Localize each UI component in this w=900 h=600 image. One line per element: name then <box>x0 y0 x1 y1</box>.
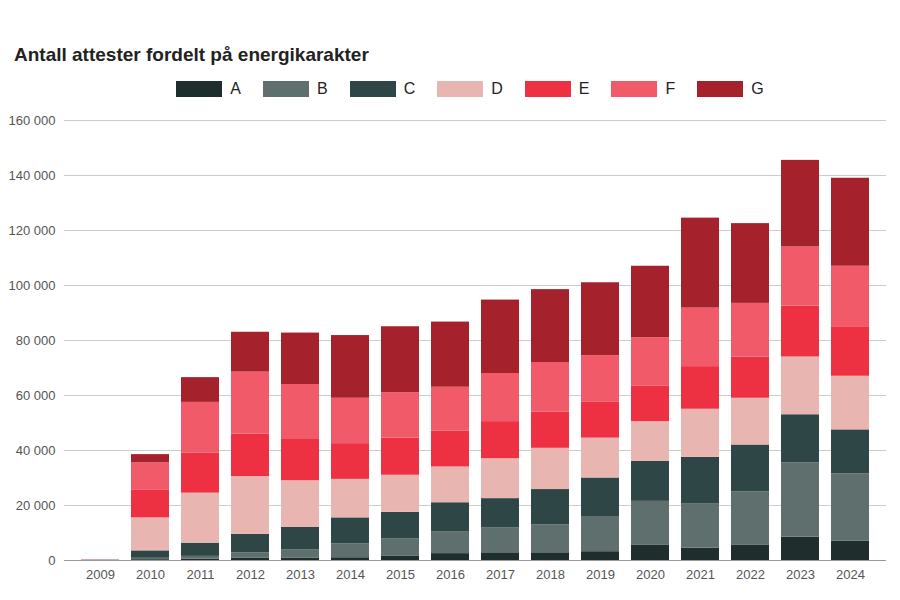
svg-text:0: 0 <box>48 553 55 568</box>
svg-text:100 000: 100 000 <box>9 278 56 293</box>
svg-text:2021: 2021 <box>686 567 715 582</box>
html-text:C: C <box>403 80 416 97</box>
svg-text:140 000: 140 000 <box>9 168 56 183</box>
svg-text:2015: 2015 <box>386 567 415 582</box>
svg-text:2011: 2011 <box>187 567 215 582</box>
svg-text:2022: 2022 <box>736 567 765 582</box>
svg-text:2010: 2010 <box>136 567 165 582</box>
svg-text:60 000: 60 000 <box>16 388 56 403</box>
svg-text:2018: 2018 <box>536 567 565 582</box>
html-text:E: E <box>578 80 590 97</box>
html-text:F: F <box>665 80 676 97</box>
svg-text:2023: 2023 <box>786 567 815 582</box>
html-text:D: D <box>491 80 503 97</box>
svg-text:80 000: 80 000 <box>16 333 56 348</box>
svg-text:40 000: 40 000 <box>16 443 56 458</box>
svg-text:2009: 2009 <box>86 567 115 582</box>
html-text:B: B <box>317 80 328 97</box>
svg-text:2024: 2024 <box>836 567 865 582</box>
svg-text:2019: 2019 <box>586 567 615 582</box>
svg-text:2017: 2017 <box>486 567 515 582</box>
svg-text:20 000: 20 000 <box>16 498 56 513</box>
svg-text:2012: 2012 <box>236 567 265 582</box>
html-text:Antall attester fordelt på ene: Antall attester fordelt på energikarakte… <box>14 44 369 65</box>
html-text:A: A <box>230 80 241 97</box>
svg-text:2014: 2014 <box>336 567 365 582</box>
svg-text:2013: 2013 <box>286 567 315 582</box>
svg-text:120 000: 120 000 <box>9 223 56 238</box>
svg-text:2016: 2016 <box>436 567 465 582</box>
svg-text:2020: 2020 <box>636 567 665 582</box>
svg-text:160 000: 160 000 <box>9 113 56 128</box>
html-text:G: G <box>751 80 764 97</box>
